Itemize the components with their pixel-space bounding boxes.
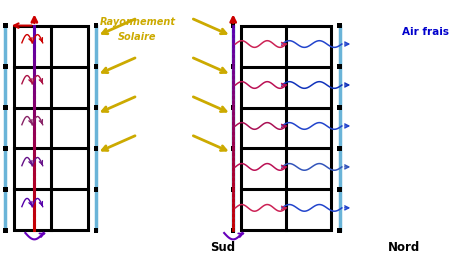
Bar (94, 146, 98, 151)
Bar (337, 228, 342, 233)
Text: Nord: Nord (387, 241, 420, 253)
Bar (94, 228, 98, 233)
Bar (231, 64, 235, 69)
Bar (3, 187, 8, 192)
Bar (3, 105, 8, 110)
Bar (337, 64, 342, 69)
Bar (337, 23, 342, 28)
Text: Solaire: Solaire (118, 32, 157, 42)
Bar (3, 23, 8, 28)
Text: Sud: Sud (210, 241, 235, 253)
Bar (337, 187, 342, 192)
Bar (94, 105, 98, 110)
Bar (231, 187, 235, 192)
Bar (94, 187, 98, 192)
Bar (94, 64, 98, 69)
Text: Air frais: Air frais (402, 27, 449, 37)
Bar (337, 146, 342, 151)
Bar (231, 23, 235, 28)
Bar (231, 146, 235, 151)
Bar (3, 146, 8, 151)
Bar (94, 23, 98, 28)
Bar (3, 228, 8, 233)
Bar (3, 64, 8, 69)
Bar (14, 26, 88, 230)
Bar (231, 105, 235, 110)
Text: Rayonnement: Rayonnement (100, 17, 175, 27)
Bar (337, 105, 342, 110)
Bar (241, 26, 331, 230)
Bar (231, 228, 235, 233)
